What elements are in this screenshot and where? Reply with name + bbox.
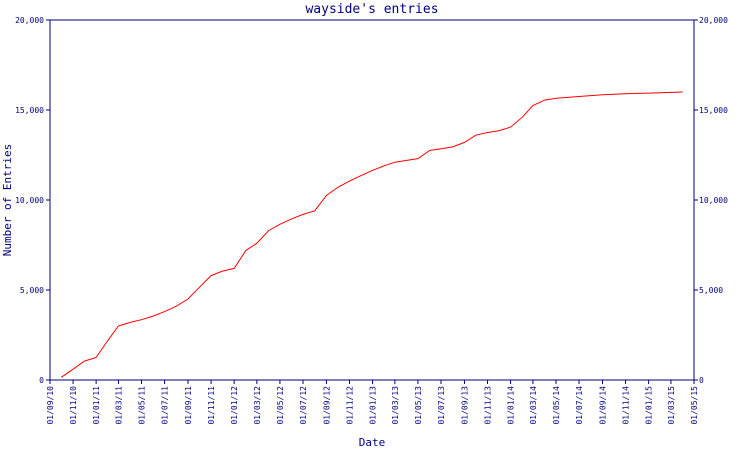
y-tick-label: 15,000 [15,106,44,115]
x-tick-label: 01/03/14 [529,386,538,425]
y-tick-label: 0 [39,376,44,385]
y-right-tick-label: 5,000 [699,286,723,295]
y-tick-label: 20,000 [15,16,44,25]
x-tick-label: 01/05/14 [552,386,561,425]
plot-area: 0 5,000 10,000 15,000 20,000 0 5,000 10,000 15,… [15,16,728,425]
x-tick-label: 01/09/13 [460,386,469,425]
x-tick-label: 01/11/11 [207,386,216,425]
x-tick-label: 01/05/13 [414,386,423,425]
x-tick-label: 01/07/13 [437,386,446,425]
x-axis-title: Date [359,436,386,449]
y-tick-label: 5,000 [20,286,44,295]
chart-title: wayside's entries [305,2,438,17]
y-right-tick-label: 0 [699,376,704,385]
x-tick-label: 01/11/10 [69,386,78,425]
x-axis: 01/09/10 01/11/10 01/01/11 01/03/11 01/05/11… [46,380,699,425]
x-tick-label: 01/07/12 [299,386,308,425]
x-tick-label: 01/11/12 [345,386,354,425]
x-tick-label: 01/03/15 [667,386,676,425]
x-tick-label: 01/09/12 [322,386,331,425]
x-tick-label: 01/09/14 [598,386,607,425]
y-tick-label: 10,000 [15,196,44,205]
x-tick-label: 01/03/13 [391,386,400,425]
x-tick-label: 01/01/12 [230,386,239,425]
x-tick-label: 01/03/11 [114,386,123,425]
y-axis-left: 0 5,000 10,000 15,000 20,000 [15,16,50,385]
x-tick-label: 01/11/13 [484,386,493,425]
x-tick-label: 01/07/11 [161,386,170,425]
x-tick-label: 01/01/15 [645,386,654,425]
y-right-tick-label: 20,000 [699,16,728,25]
x-tick-label: 01/09/10 [46,386,55,425]
x-tick-label: 01/09/11 [184,386,193,425]
x-tick-label: 01/01/11 [92,386,101,425]
x-tick-label: 01/05/12 [276,386,285,425]
plot-frame [49,19,695,381]
x-tick-label: 01/07/14 [575,386,584,425]
x-tick-label: 01/11/14 [622,386,631,425]
x-tick-label: 01/01/14 [507,386,516,425]
y-axis-title: Number of Entries [1,144,14,257]
y-axis-right: 0 5,000 10,000 15,000 20,000 [694,16,728,385]
x-tick-label: 01/03/12 [253,386,262,425]
series-line [61,91,683,378]
x-tick-label: 01/05/11 [138,386,147,425]
y-right-tick-label: 10,000 [699,196,728,205]
x-tick-label: 01/05/15 [690,386,699,425]
x-tick-label: 01/01/13 [369,386,378,425]
y-right-tick-label: 15,000 [699,106,728,115]
